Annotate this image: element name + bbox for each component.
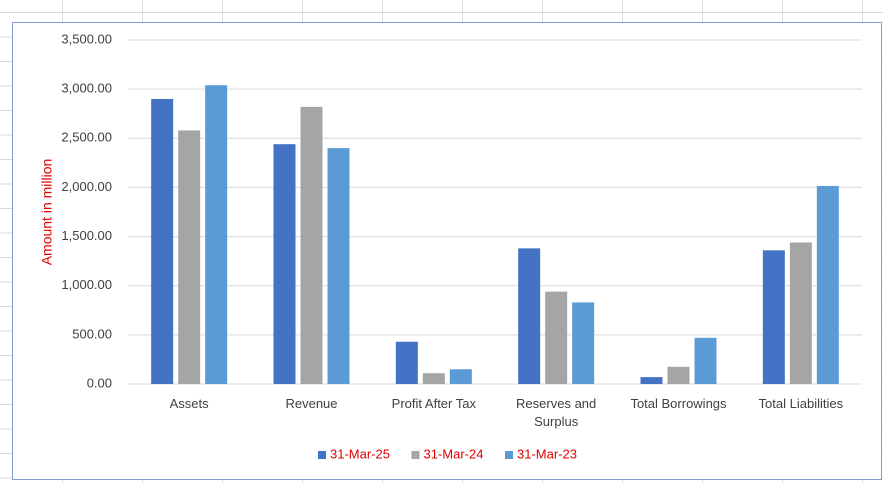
bar — [327, 148, 350, 384]
x-tick-label: Total Liabilities — [758, 396, 844, 411]
legend-swatch — [505, 451, 513, 459]
bar — [449, 369, 472, 384]
legend-label: 31-Mar-24 — [424, 446, 484, 461]
bar — [178, 130, 201, 384]
y-tick-label: 2,500.00 — [61, 130, 112, 145]
bar — [422, 373, 445, 384]
x-tick-label: Total Borrowings — [630, 396, 727, 411]
x-tick-label: Reserves and Surplus — [516, 396, 597, 429]
y-tick-label: 3,000.00 — [61, 81, 112, 96]
legend-swatch — [411, 451, 420, 459]
bar — [300, 106, 323, 384]
legend-swatch — [318, 451, 326, 459]
legend-label: 31-Mar-25 — [330, 446, 390, 461]
y-tick-label: 1,000.00 — [61, 277, 112, 292]
bar — [518, 248, 541, 384]
y-tick-label: 0.00 — [87, 375, 112, 390]
y-tick-label: 2,000.00 — [61, 179, 112, 194]
bar — [273, 144, 296, 384]
y-tick-label: 3,500.00 — [61, 31, 112, 46]
bar — [762, 250, 785, 384]
bar — [667, 366, 690, 384]
y-axis-title: Amount in million — [39, 159, 55, 266]
legend-label: 31-Mar-23 — [517, 446, 577, 461]
bar — [151, 98, 174, 384]
bar — [640, 377, 663, 384]
bar — [205, 85, 228, 384]
bar — [572, 302, 595, 384]
bar — [816, 185, 839, 384]
x-tick-label: Revenue — [285, 396, 338, 411]
x-tick-label: Profit After Tax — [391, 396, 476, 411]
bar — [545, 291, 568, 384]
bar — [694, 337, 717, 384]
bar — [395, 341, 418, 384]
y-tick-label: 500.00 — [72, 326, 112, 341]
y-tick-label: 1,500.00 — [61, 228, 112, 243]
x-tick-label: Assets — [169, 396, 209, 411]
bar — [789, 242, 812, 384]
